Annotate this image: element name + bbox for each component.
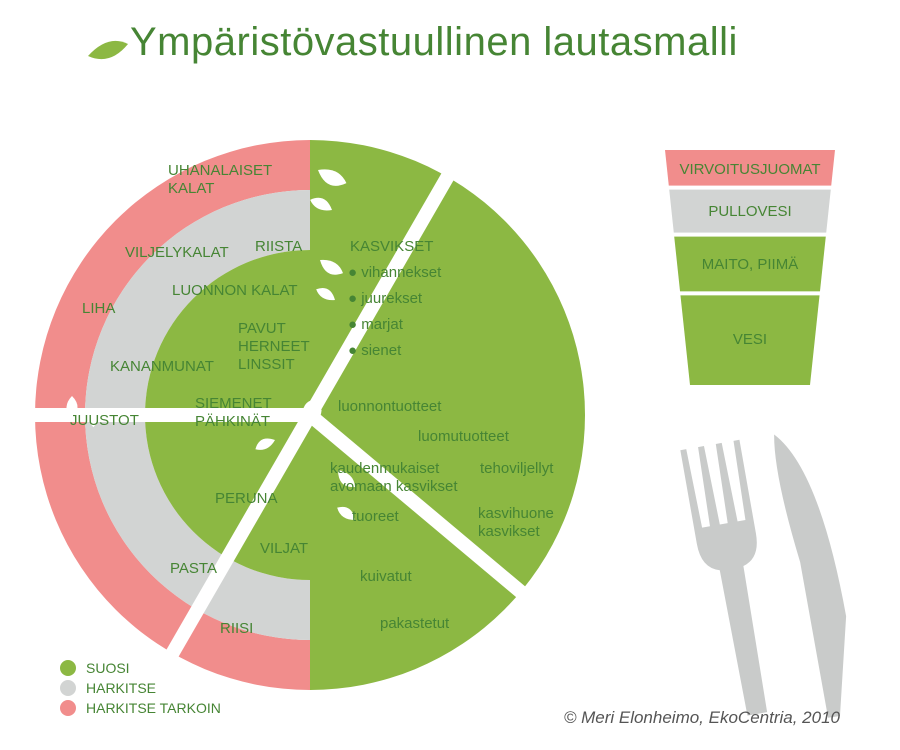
plate-label: ● juurekset xyxy=(348,290,422,308)
svg-text:VESI: VESI xyxy=(733,331,767,348)
plate-label: tehoviljellyt xyxy=(480,460,553,478)
plate-label: pakastetut xyxy=(380,615,449,633)
plate-label: UHANALAISET KALAT xyxy=(168,162,272,198)
plate-label: luomutuotteet xyxy=(418,428,509,446)
plate-label: tuoreet xyxy=(352,508,399,526)
legend-item: HARKITSE TARKOIN xyxy=(60,700,221,716)
legend-dot xyxy=(60,700,76,716)
plate-label: RIISI xyxy=(220,620,253,638)
page-title: Ympäristövastuullinen lautasmalli xyxy=(130,20,738,65)
legend: SUOSI HARKITSE HARKITSE TARKOIN xyxy=(60,660,221,720)
plate-label: kuivatut xyxy=(360,568,412,586)
plate-label: ● sienet xyxy=(348,342,401,360)
credit-line: © Meri Elonheimo, EkoCentria, 2010 xyxy=(564,708,840,728)
plate-label: LIHA xyxy=(82,300,115,318)
plate-label: KASVIKSET xyxy=(350,238,433,256)
plate-label: LUONNON KALAT xyxy=(172,282,298,300)
plate-label: PERUNA xyxy=(215,490,278,508)
plate-label: VILJAT xyxy=(260,540,308,558)
plate-label: kaudenmukaiset avomaan kasvikset xyxy=(330,460,458,496)
plate-label: ● marjat xyxy=(348,316,403,334)
svg-text:PULLOVESI: PULLOVESI xyxy=(708,203,791,220)
svg-text:MAITO, PIIMÄ: MAITO, PIIMÄ xyxy=(702,256,798,273)
plate-label: kasvihuone kasvikset xyxy=(478,505,554,541)
legend-text: HARKITSE TARKOIN xyxy=(86,700,221,716)
legend-dot xyxy=(60,680,76,696)
legend-item: HARKITSE xyxy=(60,680,221,696)
plate-label: PASTA xyxy=(170,560,217,578)
plate-label: ● vihannekset xyxy=(348,264,441,282)
legend-item: SUOSI xyxy=(60,660,221,676)
legend-text: SUOSI xyxy=(86,660,130,676)
plate-label: SIEMENET PÄHKINÄT xyxy=(195,395,272,431)
plate-label: luonnontuotteet xyxy=(338,398,441,416)
legend-text: HARKITSE xyxy=(86,680,156,696)
plate-label: JUUSTOT xyxy=(70,412,139,430)
plate-label: KANANMUNAT xyxy=(110,358,214,376)
legend-dot xyxy=(60,660,76,676)
plate-label: VILJELYKALAT xyxy=(125,244,229,262)
plate-label: PAVUT HERNEET LINSSIT xyxy=(238,320,310,374)
svg-text:VIRVOITUSJUOMAT: VIRVOITUSJUOMAT xyxy=(679,161,820,178)
plate-label: RIISTA xyxy=(255,238,302,256)
title-leaf-icon xyxy=(86,38,130,68)
